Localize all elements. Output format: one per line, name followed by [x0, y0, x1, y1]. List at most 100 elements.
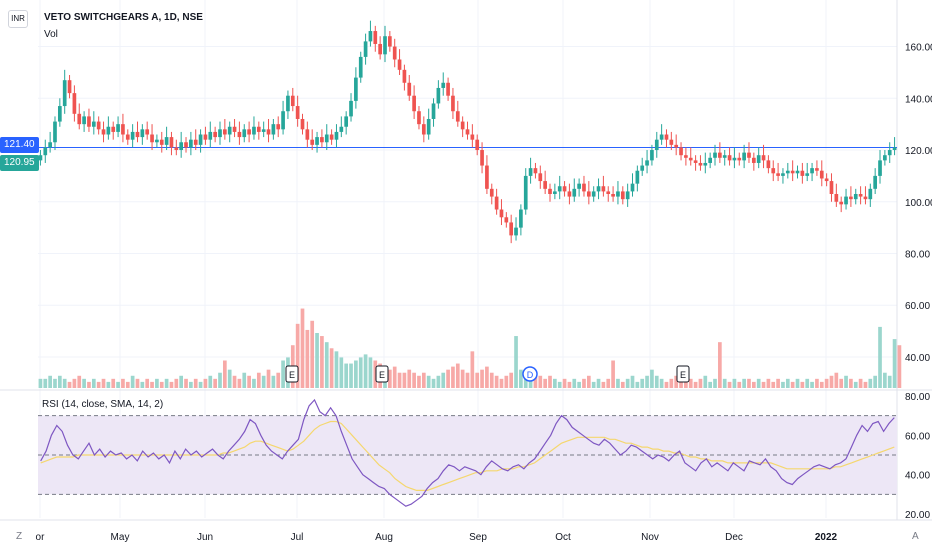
- volume-bar: [470, 351, 475, 388]
- volume-bar: [659, 378, 664, 388]
- candle-body: [290, 95, 295, 107]
- candle-body: [295, 106, 300, 119]
- candle-body: [596, 186, 601, 192]
- volume-bar: [519, 369, 523, 388]
- volume-bar: [159, 381, 164, 388]
- candle-body: [523, 175, 528, 210]
- candle-body: [785, 170, 790, 174]
- candle-body: [611, 194, 615, 197]
- candle-body: [892, 147, 897, 151]
- candle-body: [232, 126, 237, 132]
- volume-bar: [247, 375, 251, 388]
- volume-bar: [553, 378, 557, 388]
- dividend-marker-label: D: [527, 370, 534, 380]
- candle-body: [242, 129, 247, 138]
- volume-bar: [533, 372, 538, 388]
- volume-bar: [179, 375, 184, 388]
- candle-body: [460, 121, 465, 130]
- currency-button[interactable]: INR: [8, 10, 28, 28]
- candle-body: [223, 129, 227, 135]
- volume-bar: [310, 320, 315, 388]
- candle-body: [485, 165, 489, 189]
- candle-body: [669, 139, 674, 145]
- volume-bar: [509, 372, 514, 388]
- candle-body: [795, 170, 800, 174]
- candle-body: [625, 191, 630, 200]
- volume-bar: [868, 378, 873, 388]
- candle-body: [480, 150, 484, 166]
- candle-body: [43, 147, 48, 156]
- volume-bar: [77, 375, 82, 388]
- volume-bar: [761, 381, 766, 388]
- volume-bar: [883, 372, 887, 388]
- candle-body: [528, 168, 533, 176]
- candle-body: [674, 144, 679, 148]
- volume-bar: [693, 381, 698, 388]
- volume-bar: [295, 323, 300, 388]
- candle-body: [654, 139, 659, 151]
- candle-body: [324, 134, 329, 143]
- volume-bar: [174, 378, 179, 388]
- volume-bar: [849, 378, 853, 388]
- candle-body: [693, 160, 698, 163]
- candle-body: [208, 131, 213, 140]
- rsi-axis-tick: 40.00: [905, 471, 930, 482]
- earnings-marker-label: E: [289, 370, 295, 380]
- candle-body: [635, 170, 640, 184]
- candle-body: [703, 162, 708, 166]
- candle-body: [203, 134, 208, 140]
- volume-bar: [412, 372, 416, 388]
- volume-bar: [499, 378, 504, 388]
- candle-body: [402, 69, 407, 83]
- candle-body: [538, 173, 543, 182]
- candle-body: [237, 131, 242, 138]
- time-axis-tick: May: [111, 532, 130, 543]
- volume-bar: [475, 372, 480, 388]
- volume-bar: [121, 378, 125, 388]
- candle-body: [737, 157, 742, 161]
- candle-body: [761, 155, 766, 161]
- volume-bar: [645, 375, 649, 388]
- volume-bar: [684, 381, 688, 388]
- time-axis-tick: Sep: [469, 532, 487, 543]
- auto-scale-right-button[interactable]: A: [912, 531, 919, 542]
- last-price-tag: 121.40: [0, 137, 39, 153]
- volume-bar: [494, 375, 499, 388]
- volume-bar: [742, 378, 746, 388]
- candle-body: [135, 131, 140, 138]
- volume-bar: [67, 381, 72, 388]
- volume-bar: [339, 357, 344, 388]
- candle-body: [844, 196, 848, 205]
- volume-bar: [819, 381, 824, 388]
- volume-bar: [737, 381, 742, 388]
- volume-bar: [785, 378, 790, 388]
- volume-bar: [271, 375, 276, 388]
- volume-bar: [252, 378, 256, 388]
- candle-body: [349, 100, 353, 117]
- candle-body: [616, 191, 620, 197]
- volume-bar: [601, 381, 606, 388]
- volume-bar: [722, 378, 727, 388]
- candle-body: [470, 134, 475, 140]
- candle-body: [77, 113, 82, 125]
- volume-bar: [630, 375, 635, 388]
- candle-body: [684, 155, 688, 158]
- volume-bar: [62, 378, 67, 388]
- candle-body: [878, 160, 882, 176]
- time-axis-tick: Jul: [291, 532, 304, 543]
- volume-bar: [489, 372, 494, 388]
- volume-bar: [125, 381, 130, 388]
- candle-body: [499, 209, 504, 218]
- candle-body: [577, 183, 581, 189]
- volume-bar: [863, 381, 868, 388]
- candle-body: [417, 111, 421, 125]
- candle-body: [310, 139, 315, 145]
- candle-body: [873, 175, 878, 189]
- volume-bar: [800, 381, 805, 388]
- auto-scale-left-button[interactable]: Z: [16, 531, 23, 542]
- candle-body: [179, 142, 184, 151]
- volume-bar: [232, 375, 237, 388]
- volume-bar: [431, 378, 436, 388]
- candle-body: [368, 31, 373, 42]
